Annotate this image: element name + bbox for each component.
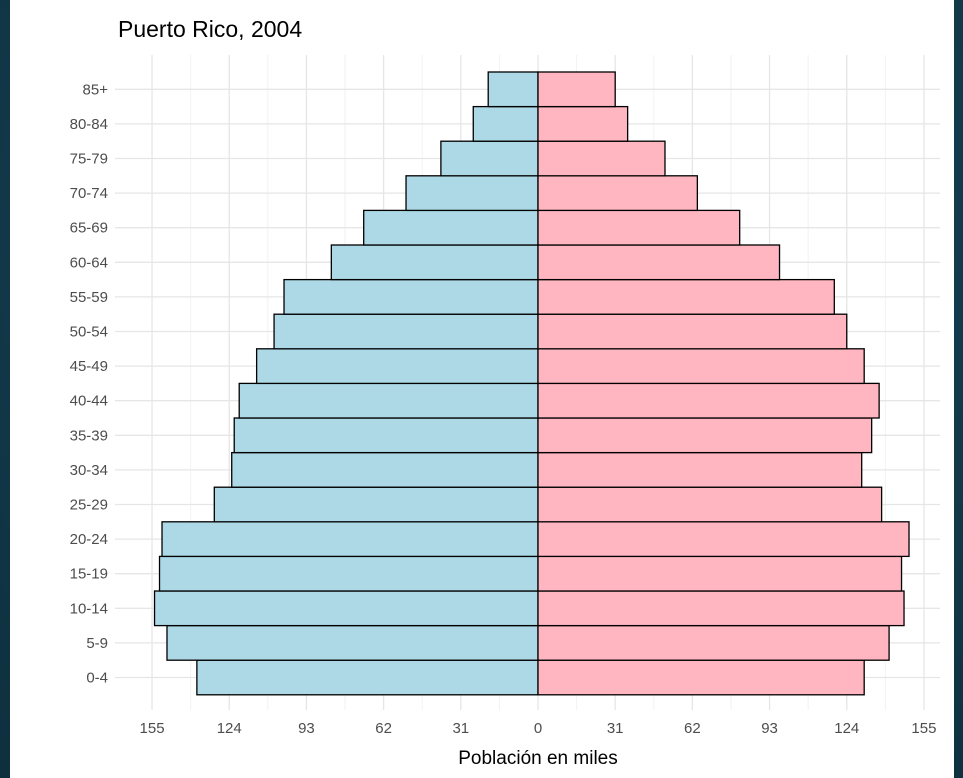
y-tick-labels: 0-4 5-9 10-14 15-19 20-24 25-29 30-34 35-39 40-4… — [70, 81, 109, 686]
bar-right-25-29 — [537, 486, 883, 523]
y-tick-label: 10-14 — [70, 600, 108, 617]
bar-right-50-54 — [537, 313, 848, 350]
y-tick-label: 70-74 — [70, 185, 108, 202]
bar-left-60-64 — [330, 244, 539, 281]
x-tick-label: 62 — [684, 720, 701, 737]
bar-right-5-9 — [537, 624, 890, 661]
bar-right-10-14 — [537, 590, 905, 627]
bar-right-60-64 — [537, 244, 781, 281]
bar-right-45-49 — [537, 348, 865, 385]
y-tick-label: 15-19 — [70, 566, 108, 583]
bar-right-75-79 — [537, 140, 666, 177]
bar-right-85+ — [537, 71, 616, 108]
y-tick-label: 30-34 — [70, 462, 108, 479]
bar-left-85+ — [487, 71, 539, 108]
y-tick-label: 75-79 — [70, 151, 108, 168]
y-tick-label: 0-4 — [86, 670, 108, 687]
x-tick-label: 93 — [761, 720, 778, 737]
bar-left-70-74 — [405, 175, 539, 212]
bar-left-15-19 — [158, 555, 539, 592]
y-tick-label: 80-84 — [70, 116, 108, 133]
bar-left-30-34 — [231, 451, 539, 488]
y-tick-label: 35-39 — [70, 427, 108, 444]
bars-layer — [153, 71, 910, 696]
x-tick-label: 93 — [298, 720, 315, 737]
bar-left-75-79 — [440, 140, 539, 177]
bar-left-5-9 — [166, 624, 539, 661]
y-tick-label: 25-29 — [70, 497, 108, 514]
y-tick-label: 20-24 — [70, 531, 108, 548]
x-tick-label: 31 — [607, 720, 624, 737]
bar-right-65-69 — [537, 209, 741, 246]
bar-left-55-59 — [283, 278, 539, 315]
bar-left-25-29 — [213, 486, 539, 523]
bar-left-0-4 — [196, 659, 539, 696]
bar-left-10-14 — [153, 590, 539, 627]
x-tick-label: 0 — [534, 720, 542, 737]
bar-right-80-84 — [537, 105, 629, 142]
y-tick-label: 5-9 — [86, 635, 108, 652]
bar-right-70-74 — [537, 175, 699, 212]
bar-right-30-34 — [537, 451, 863, 488]
x-tick-label: 124 — [217, 720, 242, 737]
y-tick-label: 45-49 — [70, 358, 108, 375]
bar-left-45-49 — [255, 348, 539, 385]
y-tick-label: 65-69 — [70, 220, 108, 237]
x-tick-label: 31 — [452, 720, 469, 737]
y-tick-label: 50-54 — [70, 324, 108, 341]
y-tick-label: 60-64 — [70, 254, 108, 271]
bar-left-80-84 — [472, 105, 539, 142]
bar-left-35-39 — [233, 417, 539, 454]
bar-left-40-44 — [238, 382, 539, 419]
x-tick-label: 124 — [834, 720, 859, 737]
bar-right-20-24 — [537, 521, 910, 558]
x-tick-label: 62 — [375, 720, 392, 737]
bar-right-15-19 — [537, 555, 903, 592]
bar-right-40-44 — [537, 382, 880, 419]
bar-left-20-24 — [161, 521, 539, 558]
y-tick-label: 85+ — [83, 81, 109, 98]
y-tick-label: 55-59 — [70, 289, 108, 306]
bar-right-0-4 — [537, 659, 865, 696]
x-tick-label: 155 — [140, 720, 165, 737]
x-tick-labels: 155 124 93 62 31 0 31 62 93 124 155 — [140, 720, 937, 737]
y-tick-label: 40-44 — [70, 393, 108, 410]
bar-left-50-54 — [273, 313, 539, 350]
bar-right-35-39 — [537, 417, 873, 454]
chart-title: Puerto Rico, 2004 — [118, 16, 303, 42]
x-tick-label: 155 — [911, 720, 936, 737]
bar-left-65-69 — [363, 209, 539, 246]
bar-right-55-59 — [537, 278, 835, 315]
x-axis-title: Población en miles — [458, 748, 617, 769]
